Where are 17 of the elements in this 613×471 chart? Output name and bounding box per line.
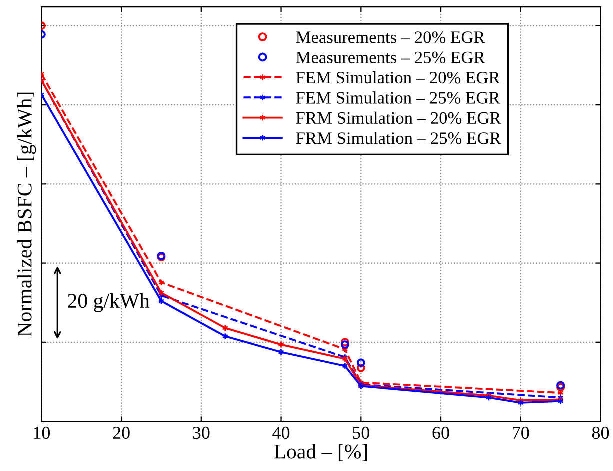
legend-label: FEM Simulation – 25% EGR [296, 92, 500, 104]
legend-label: FRM Simulation – 25% EGR [296, 132, 502, 144]
x-tick-label: 20 [113, 426, 130, 440]
x-tick-label: 30 [193, 426, 210, 440]
x-tick-label: 60 [432, 426, 450, 440]
legend-label: Measurements – 25% EGR [296, 52, 486, 64]
legend-label: FEM Simulation – 20% EGR [296, 71, 500, 84]
x-tick-label: 80 [592, 426, 610, 440]
x-tick-label: 40 [272, 426, 290, 440]
x-tick-label: 50 [353, 426, 370, 440]
x-axis-title: Load – [%] [274, 444, 368, 462]
legend-label: Measurements – 20% EGR [296, 32, 486, 44]
legend-label: FRM Simulation – 20% EGR [296, 112, 502, 124]
annotation: 20 g/kWh [68, 293, 150, 312]
y-axis-title: Normalized BSFC – [g/kWh] [17, 92, 36, 337]
x-tick-label: 70 [513, 426, 530, 440]
x-tick-label: 10 [34, 426, 50, 440]
